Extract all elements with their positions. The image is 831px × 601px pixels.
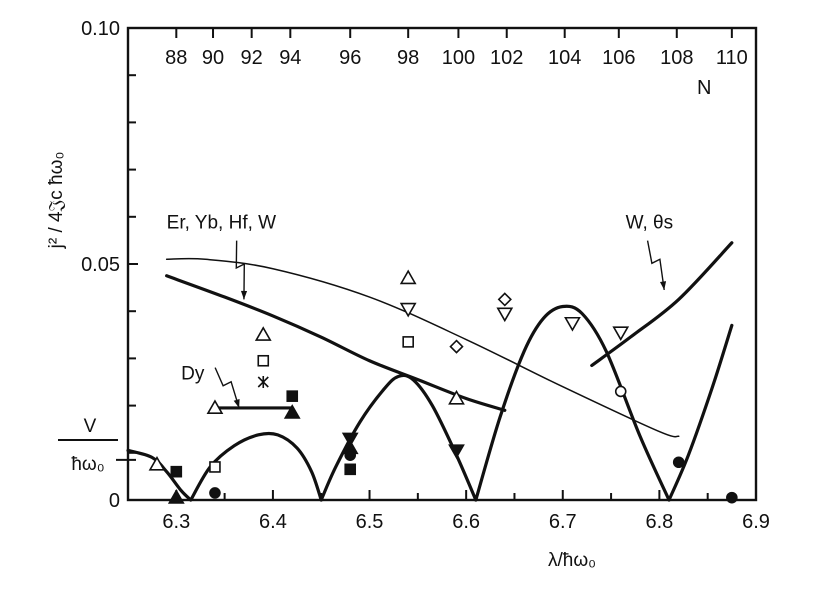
x-tick-label: 6.7 bbox=[549, 511, 577, 533]
data-marker-triangle-up bbox=[399, 269, 417, 285]
top-tick-label: 102 bbox=[490, 47, 523, 69]
annotation-label: Dy bbox=[181, 364, 205, 385]
data-marker-triangle-down-filled bbox=[448, 444, 465, 460]
top-tick-label: 104 bbox=[548, 47, 581, 69]
annotation-arrowhead bbox=[240, 290, 248, 300]
data-marker-circle-filled bbox=[344, 449, 357, 461]
data-marker-diamond bbox=[497, 292, 512, 307]
y-tick-label: 0 bbox=[109, 490, 120, 512]
data-marker-triangle-down bbox=[496, 307, 514, 323]
x-tick-label: 6.9 bbox=[742, 511, 770, 533]
top-axis-ticks: 88 90 92 94 96 98 100 102 104 106 108 110 bbox=[165, 28, 748, 69]
curves bbox=[126, 241, 734, 502]
data-marker-square-filled bbox=[286, 390, 299, 402]
data-marker-square bbox=[209, 461, 221, 473]
data-marker-square-filled bbox=[170, 465, 183, 478]
y-axis-ticks: 0 0.05 0.10 bbox=[81, 18, 138, 512]
theory-curve bbox=[474, 304, 671, 502]
top-tick-label: 92 bbox=[241, 47, 263, 69]
x-tick-label: 6.5 bbox=[356, 511, 384, 533]
data-marker-circle-filled bbox=[672, 456, 685, 469]
x-axis-label: λ/ħω₀ bbox=[548, 550, 596, 571]
thin-curve bbox=[165, 257, 680, 438]
top-axis-title: N bbox=[697, 77, 711, 99]
top-tick-label: 98 bbox=[397, 47, 419, 69]
x-axis-ticks: 6.3 6.4 6.5 6.6 6.7 6.8 6.9 bbox=[162, 490, 770, 533]
data-marker-triangle-up-filled bbox=[167, 489, 185, 504]
theory-curve bbox=[126, 448, 193, 502]
annotation-leader bbox=[214, 367, 240, 409]
top-tick-label: 96 bbox=[339, 47, 361, 69]
x-tick-label: 6.3 bbox=[162, 511, 190, 533]
annotation-leader bbox=[646, 240, 665, 291]
annotations: Er, Yb, Hf, W W, θs Dy bbox=[167, 213, 674, 409]
annotation-label: W, θs bbox=[626, 213, 674, 234]
top-tick-label: 108 bbox=[660, 47, 693, 69]
data-marker-square-filled bbox=[344, 463, 357, 476]
annotation-arrowhead bbox=[659, 281, 667, 290]
theory-curve bbox=[319, 373, 478, 502]
data-marker-asterisk bbox=[257, 376, 269, 388]
top-tick-label: 90 bbox=[202, 47, 224, 69]
top-tick-label: 106 bbox=[602, 47, 635, 69]
data-marker-triangle-up bbox=[206, 399, 224, 415]
data-marker-square bbox=[402, 336, 414, 348]
top-tick-label: 100 bbox=[442, 47, 475, 69]
theory-curve bbox=[590, 241, 734, 368]
top-tick-label: 110 bbox=[716, 47, 748, 69]
markers bbox=[148, 269, 738, 504]
data-marker-triangle-up-filled bbox=[283, 404, 301, 419]
theory-curve bbox=[165, 274, 507, 412]
annotation-leader bbox=[235, 240, 246, 300]
v-level-label: V ħω₀ bbox=[58, 416, 118, 475]
data-marker-diamond bbox=[449, 339, 464, 354]
data-marker-square bbox=[257, 354, 270, 367]
data-marker-triangle-up bbox=[254, 326, 272, 341]
data-marker-circle-filled bbox=[726, 491, 738, 504]
x-tick-label: 6.8 bbox=[645, 511, 673, 533]
x-tick-label: 6.6 bbox=[452, 511, 480, 533]
data-marker-circle-filled bbox=[209, 487, 221, 499]
data-marker-triangle-up bbox=[448, 389, 465, 405]
top-tick-label: 88 bbox=[165, 47, 187, 69]
y-tick-label: 0.05 bbox=[81, 254, 120, 276]
theory-curve bbox=[667, 323, 734, 502]
v-label-numerator: V bbox=[84, 416, 97, 437]
y-axis-label: j² / 4𝔍c ħω₀ bbox=[46, 152, 67, 250]
v-label-denominator: ħω₀ bbox=[71, 454, 104, 475]
data-marker-triangle-down bbox=[612, 326, 630, 342]
data-marker-triangle-up bbox=[148, 455, 166, 471]
data-marker-triangle-down bbox=[399, 302, 417, 318]
data-marker-circle bbox=[614, 385, 627, 398]
data-marker-triangle-down bbox=[564, 316, 581, 332]
annotation-label: Er, Yb, Hf, W bbox=[167, 213, 277, 234]
plot-frame bbox=[126, 26, 758, 502]
y-tick-label: 0.10 bbox=[81, 18, 120, 40]
top-tick-label: 94 bbox=[279, 47, 301, 69]
annotation-arrowhead bbox=[233, 398, 240, 408]
x-tick-label: 6.4 bbox=[259, 511, 287, 533]
svg-text:j² / 4𝔍c ħω₀: j² / 4𝔍c ħω₀ bbox=[46, 152, 67, 250]
